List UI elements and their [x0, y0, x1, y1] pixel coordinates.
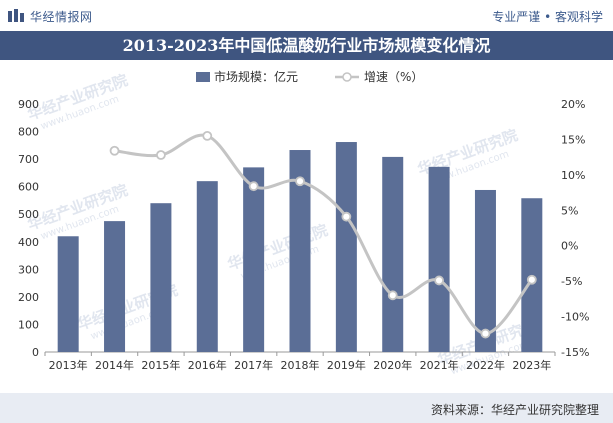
y-left-tick-label: 400 — [18, 236, 39, 249]
x-tick-label: 2013年 — [49, 358, 88, 372]
line-point — [526, 274, 537, 285]
logo-icon — [8, 9, 24, 22]
legend-swatch-bar — [196, 72, 210, 82]
footer: 资料来源：华经产业研究院整理 — [0, 393, 613, 423]
x-tick-label: 2022年 — [466, 358, 505, 372]
y-left-tick-label: 500 — [18, 208, 39, 221]
y-left-tick-label: 0 — [32, 346, 39, 359]
x-tick-label: 2016年 — [188, 358, 227, 372]
y-right-tick-label: -10% — [561, 311, 589, 324]
y-left-tick-label: 300 — [18, 263, 39, 276]
axes: 0 100 200 300 400 500 600 700 800 900 -15% -10% -5% 0… — [18, 98, 589, 372]
y-left-tick-label: 200 — [18, 291, 39, 304]
legend-label-line: 增速（%） — [364, 70, 423, 84]
legend-marker-line — [342, 72, 352, 82]
x-tick-label: 2017年 — [234, 358, 273, 372]
line-point — [387, 290, 398, 301]
y-right-tick-label: 5% — [561, 204, 578, 217]
legend-label-bar: 市场规模：亿元 — [214, 69, 298, 84]
line-series — [109, 130, 537, 339]
watermark-layer: 华经产业研究院www.huaon.com华经产业研究院www.huaon.com… — [25, 71, 540, 377]
y-right-tick-label: 0% — [561, 240, 578, 253]
title-bar: 2013-2023年中国低温酸奶行业市场规模变化情况 — [0, 31, 613, 60]
y-right-tick-label: -15% — [561, 346, 589, 359]
line-point — [248, 181, 259, 192]
line-point — [109, 145, 120, 156]
y-right-tick-label: -5% — [561, 275, 582, 288]
bar — [335, 142, 357, 352]
line-point — [434, 275, 444, 286]
bar — [104, 221, 126, 352]
y-left-tick-label: 900 — [18, 98, 39, 111]
y-left-tick-label: 700 — [18, 153, 39, 166]
x-tick-label: 2020年 — [373, 358, 412, 372]
brand-name: 华经情报网 — [30, 10, 93, 24]
bar — [243, 167, 265, 352]
x-tick-label: 2014年 — [95, 358, 134, 372]
header: 华经情报网 专业严谨 • 客观科学 — [0, 0, 613, 30]
chart-title: 2013-2023年中国低温酸奶行业市场规模变化情况 — [122, 36, 491, 55]
x-tick-label: 2023年 — [512, 358, 551, 372]
growth-line — [114, 133, 534, 336]
bar — [57, 236, 79, 352]
chart: 华经产业研究院www.huaon.com华经产业研究院www.huaon.com… — [18, 69, 589, 377]
x-tick-label: 2018年 — [281, 358, 320, 372]
y-left-tick-label: 100 — [18, 318, 39, 331]
line-point — [156, 150, 166, 160]
legend: 市场规模：亿元 增速（%） — [196, 69, 423, 84]
bar — [196, 181, 218, 352]
y-right-tick-label: 15% — [561, 133, 585, 146]
source-note: 资料来源：华经产业研究院整理 — [430, 403, 599, 417]
bar — [428, 166, 450, 352]
bar-series — [57, 142, 543, 352]
line-point — [202, 130, 213, 141]
x-tick-label: 2015年 — [141, 358, 180, 372]
bar — [150, 203, 172, 352]
slogan: 专业严谨 • 客观科学 — [492, 10, 603, 24]
y-right-tick-label: 10% — [561, 169, 585, 182]
line-point — [295, 176, 305, 187]
y-right-tick-label: 20% — [561, 98, 585, 111]
y-left-tick-label: 600 — [18, 181, 39, 194]
bar — [382, 156, 404, 352]
line-point — [341, 211, 352, 222]
x-tick-label: 2021年 — [420, 358, 459, 372]
y-left-tick-label: 800 — [18, 126, 39, 139]
bar — [474, 189, 496, 352]
line-point — [480, 328, 491, 339]
x-tick-label: 2019年 — [327, 358, 366, 372]
bar — [289, 150, 311, 352]
